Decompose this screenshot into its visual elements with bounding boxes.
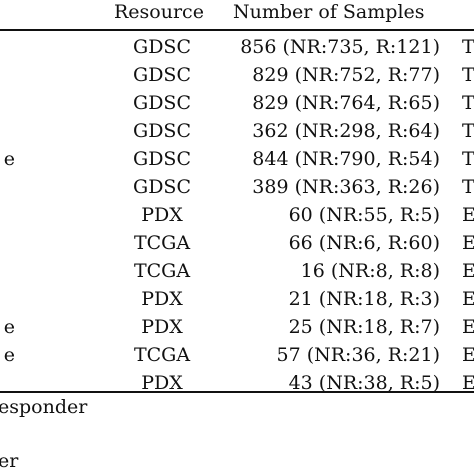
- next-column-cell: E: [462, 288, 474, 310]
- resource-cell: GDSC: [133, 64, 191, 86]
- table-row: PDX 60 (NR:55, R:5) E: [0, 201, 474, 229]
- resource-cell: GDSC: [133, 36, 191, 58]
- table-row: e PDX 25 (NR:18, R:7) E: [0, 313, 474, 341]
- samples-cell: 389 (NR:363, R:26): [252, 176, 440, 198]
- table-row: PDX 21 (NR:18, R:3) E: [0, 285, 474, 313]
- samples-cell: 16 (NR:8, R:8): [300, 260, 440, 282]
- samples-cell: 66 (NR:6, R:60): [288, 232, 440, 254]
- next-column-cell: T: [462, 176, 474, 198]
- samples-cell: 43 (NR:38, R:5): [288, 372, 440, 394]
- samples-cell: 856 (NR:735, R:121): [240, 36, 440, 58]
- next-column-cell: T: [462, 148, 474, 170]
- samples-cell: 57 (NR:36, R:21): [276, 344, 440, 366]
- table-row: e GDSC 844 (NR:790, R:54) T: [0, 145, 474, 173]
- column-header-number-of-samples: Number of Samples: [233, 1, 425, 23]
- table-top-rule: [0, 29, 474, 31]
- table-row: e TCGA 57 (NR:36, R:21) E: [0, 341, 474, 369]
- drug-name-cell: e: [3, 148, 15, 170]
- next-column-cell: E: [462, 372, 474, 394]
- resource-cell: GDSC: [133, 148, 191, 170]
- next-column-cell: E: [462, 204, 474, 226]
- resource-cell: GDSC: [133, 92, 191, 114]
- table-footnote: er: [0, 450, 19, 472]
- table-row: TCGA 66 (NR:6, R:60) E: [0, 229, 474, 257]
- resource-cell: TCGA: [133, 260, 191, 282]
- samples-cell: 844 (NR:790, R:54): [252, 148, 440, 170]
- next-column-cell: E: [462, 232, 474, 254]
- next-column-cell: T: [462, 120, 474, 142]
- table-bottom-rule: [0, 391, 474, 393]
- table-footnote: esponder: [0, 396, 88, 418]
- resource-cell: PDX: [141, 288, 183, 310]
- drug-name-cell: e: [3, 344, 15, 366]
- resource-cell: TCGA: [133, 232, 191, 254]
- next-column-cell: T: [462, 64, 474, 86]
- next-column-cell: T: [462, 92, 474, 114]
- samples-cell: 21 (NR:18, R:3): [288, 288, 440, 310]
- resource-cell: PDX: [141, 204, 183, 226]
- next-column-cell: E: [462, 344, 474, 366]
- table-row: GDSC 829 (NR:764, R:65) T: [0, 89, 474, 117]
- column-header-resource: Resource: [114, 1, 204, 23]
- table-row: PDX 43 (NR:38, R:5) E: [0, 369, 474, 397]
- resource-cell: PDX: [141, 316, 183, 338]
- samples-cell: 362 (NR:298, R:64): [252, 120, 440, 142]
- samples-cell: 829 (NR:752, R:77): [252, 64, 440, 86]
- resource-cell: PDX: [141, 372, 183, 394]
- resource-cell: GDSC: [133, 120, 191, 142]
- samples-cell: 829 (NR:764, R:65): [252, 92, 440, 114]
- drug-name-cell: e: [3, 316, 15, 338]
- resource-cell: TCGA: [133, 344, 191, 366]
- next-column-cell: E: [462, 260, 474, 282]
- samples-cell: 25 (NR:18, R:7): [288, 316, 440, 338]
- table-row: GDSC 362 (NR:298, R:64) T: [0, 117, 474, 145]
- next-column-cell: E: [462, 316, 474, 338]
- table-row: TCGA 16 (NR:8, R:8) E: [0, 257, 474, 285]
- table-row: GDSC 856 (NR:735, R:121) T: [0, 33, 474, 61]
- table-row: GDSC 829 (NR:752, R:77) T: [0, 61, 474, 89]
- next-column-cell: T: [462, 36, 474, 58]
- resource-cell: GDSC: [133, 176, 191, 198]
- samples-cell: 60 (NR:55, R:5): [288, 204, 440, 226]
- table-row: GDSC 389 (NR:363, R:26) T: [0, 173, 474, 201]
